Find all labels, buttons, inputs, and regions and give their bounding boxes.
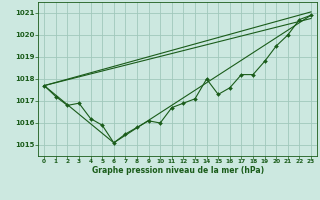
- X-axis label: Graphe pression niveau de la mer (hPa): Graphe pression niveau de la mer (hPa): [92, 166, 264, 175]
